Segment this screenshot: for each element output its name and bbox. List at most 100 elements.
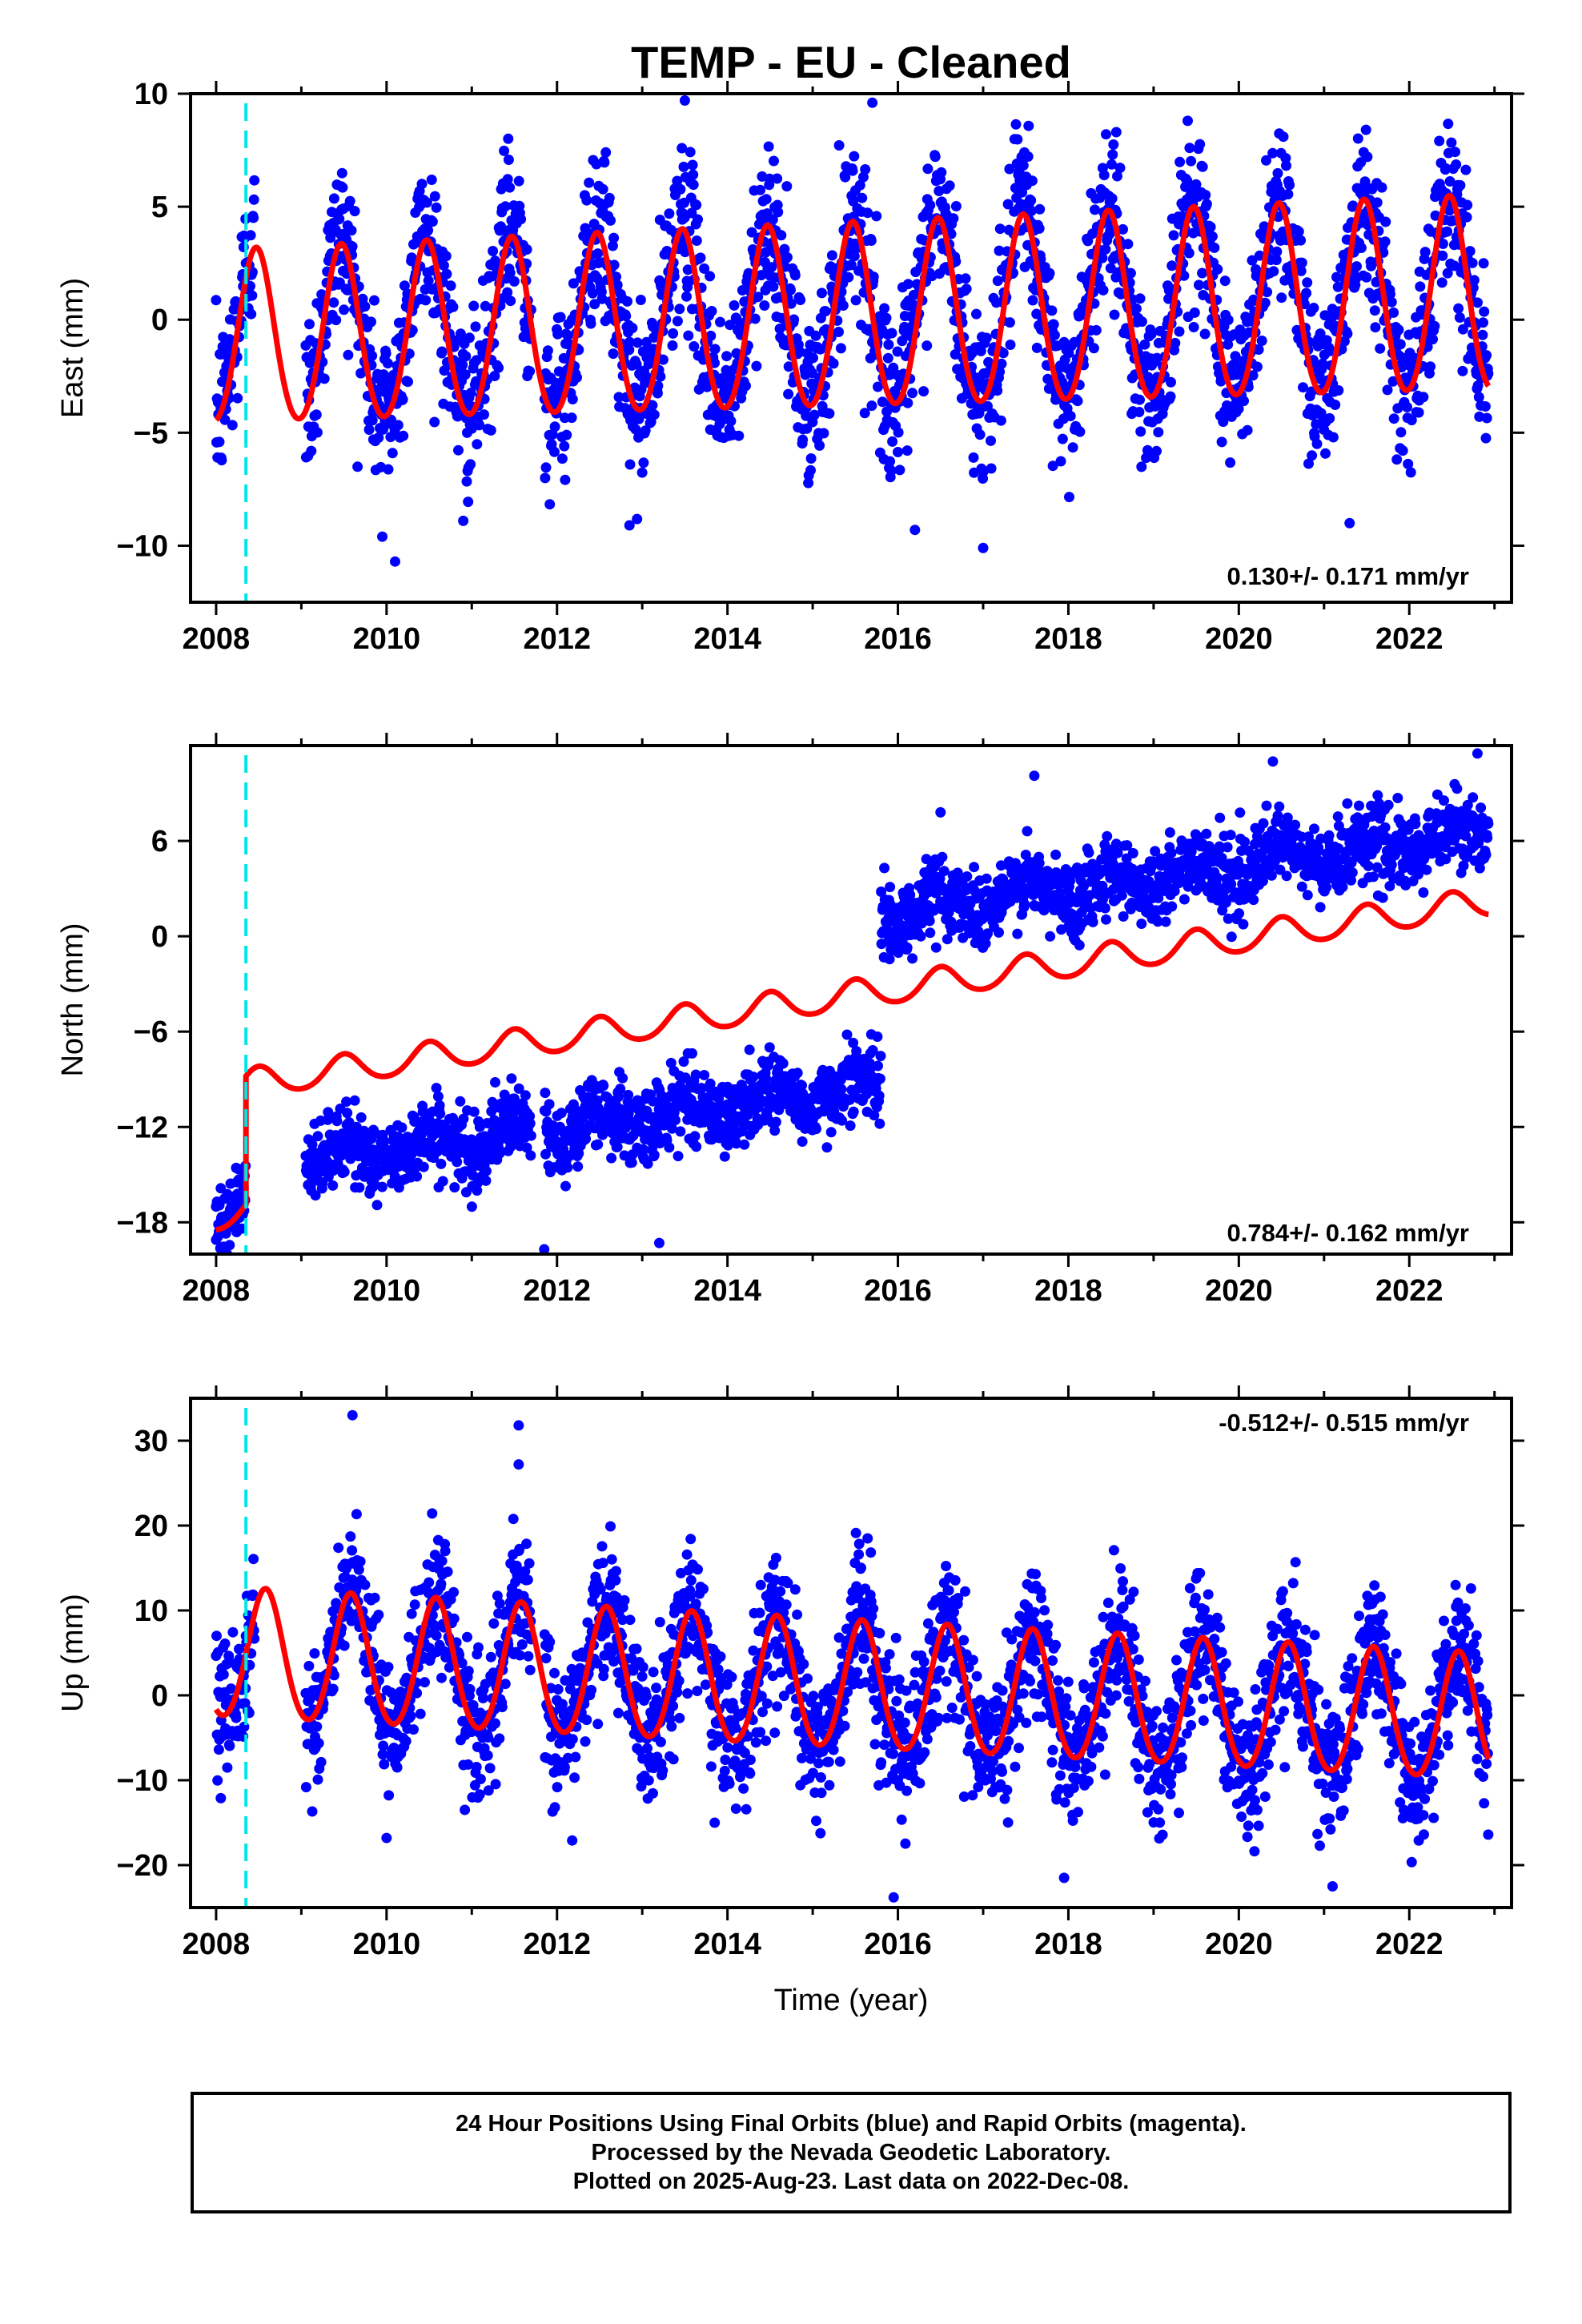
east-data-point [1380, 216, 1391, 227]
east-data-point [1146, 328, 1157, 340]
east-x-tick-label: 2016 [864, 622, 932, 656]
east-data-point [1151, 445, 1162, 456]
east-data-point [1114, 163, 1126, 174]
east-data-point [464, 332, 475, 344]
east-data-point [504, 267, 516, 279]
east-data-point [691, 199, 702, 211]
north-data-point [396, 1122, 408, 1133]
east-data-point [755, 184, 766, 195]
north-data-point [1226, 931, 1237, 943]
north-data-point [323, 1107, 334, 1118]
east-data-point [975, 345, 986, 356]
east-data-point [461, 476, 472, 487]
north-data-point [327, 1180, 339, 1191]
east-data-point [1446, 137, 1457, 148]
east-data-point [994, 245, 1005, 256]
east-data-point [971, 308, 982, 320]
east-data-point [359, 301, 371, 312]
north-data-point [938, 866, 950, 877]
east-data-point [505, 296, 516, 307]
east-data-point [837, 300, 849, 311]
east-data-point [1067, 442, 1078, 453]
east-data-point [857, 192, 868, 203]
east-data-point [465, 388, 476, 399]
east-data-point [743, 267, 754, 279]
east-data-point [349, 206, 360, 217]
east-data-point [369, 295, 379, 306]
east-data-point [657, 354, 669, 365]
east-data-point [824, 408, 835, 419]
north-data-point [1012, 928, 1023, 939]
east-x-tick-label: 2010 [353, 622, 421, 656]
east-outlier-point [679, 94, 690, 106]
east-data-point [1219, 275, 1231, 287]
east-data-point [749, 313, 761, 324]
east-data-point [1455, 179, 1466, 191]
east-data-point [1324, 412, 1335, 424]
east-data-point [820, 306, 831, 317]
north-data-point [825, 1127, 837, 1138]
east-data-point [960, 273, 971, 284]
east-data-point [974, 429, 986, 440]
east-data-point [901, 445, 913, 456]
east-outlier-point [867, 97, 878, 108]
north-data-point [409, 1116, 420, 1127]
east-data-point [608, 259, 620, 271]
east-data-point [627, 323, 638, 334]
north-data-point [994, 927, 1004, 938]
east-data-point [328, 297, 339, 308]
east-data-point [693, 214, 703, 225]
east-data-point [907, 388, 918, 399]
north-data-point [925, 927, 936, 939]
north-observations [211, 748, 1494, 1254]
east-data-point [343, 349, 354, 360]
east-data-point [1166, 376, 1176, 388]
east-data-point [1480, 401, 1491, 412]
north-data-point [665, 1057, 677, 1068]
east-data-point [1391, 454, 1403, 465]
east-data-point [556, 453, 568, 464]
east-data-point [1481, 350, 1492, 361]
east-x-tick-label: 2008 [183, 622, 251, 656]
east-data-point [421, 197, 432, 208]
east-data-point [1034, 203, 1046, 215]
east-data-point [1194, 279, 1204, 291]
east-data-point [1477, 329, 1488, 340]
east-y-tick-label: −5 [134, 416, 168, 450]
east-data-point [404, 348, 415, 360]
east-data-point [472, 439, 483, 450]
east-data-point [1174, 156, 1186, 167]
north-data-point [769, 1125, 781, 1136]
east-data-point [805, 453, 817, 464]
north-data-point [521, 1142, 532, 1153]
east-data-point [705, 330, 717, 341]
east-data-point [1046, 305, 1058, 316]
east-data-point [1271, 255, 1282, 266]
north-data-point [1102, 830, 1113, 842]
east-outlier-point [377, 531, 388, 542]
east-outlier-point [909, 525, 921, 536]
east-data-point [1429, 320, 1440, 332]
north-data-point [1118, 911, 1129, 922]
east-outlier-point [1182, 115, 1193, 127]
east-data-point [1461, 211, 1472, 223]
east-data-point [1207, 231, 1218, 242]
east-data-point [592, 248, 604, 259]
north-data-point [371, 1200, 383, 1211]
east-data-point [1362, 151, 1373, 163]
east-data-point [1047, 460, 1058, 472]
east-data-point [1385, 288, 1395, 300]
east-data-point [781, 181, 793, 192]
east-data-point [1369, 305, 1380, 316]
east-data-point [1109, 309, 1120, 320]
east-data-point [1090, 324, 1102, 336]
east-data-point [559, 440, 570, 452]
east-data-point [1090, 204, 1100, 215]
north-data-point [705, 1078, 716, 1089]
east-data-point [624, 459, 636, 470]
east-data-point [581, 195, 592, 206]
north-data-point [719, 1151, 730, 1162]
east-data-point [1166, 260, 1178, 271]
north-data-point [468, 1106, 480, 1117]
east-data-point [440, 251, 452, 262]
